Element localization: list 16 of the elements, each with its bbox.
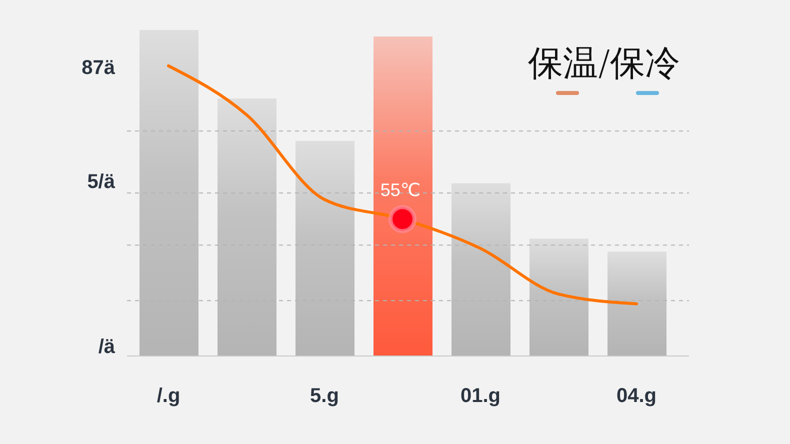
bar xyxy=(296,140,354,356)
text: /ä xyxy=(98,335,115,360)
bar xyxy=(140,30,198,356)
text: 87ä xyxy=(82,56,115,80)
chart-title: 保温/保冷 xyxy=(528,43,680,86)
bar xyxy=(452,183,510,356)
bar xyxy=(608,252,666,356)
x-tick-label: /.g xyxy=(156,385,180,408)
bar xyxy=(530,238,588,356)
text: 5/ä xyxy=(87,170,115,194)
x-tick-label: 04.g xyxy=(616,385,657,408)
bar xyxy=(218,98,276,356)
x-tick-label: 5.g xyxy=(310,385,339,408)
annotation: 55℃ xyxy=(380,180,421,200)
bar xyxy=(374,36,432,356)
x-tick-label: 01.g xyxy=(460,385,501,408)
